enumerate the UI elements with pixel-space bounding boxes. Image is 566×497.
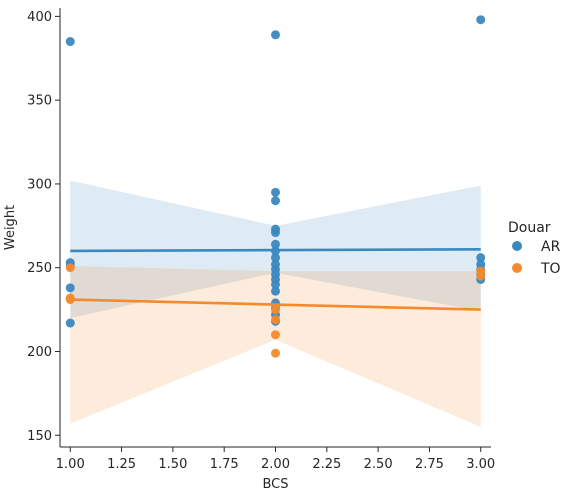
point-ar <box>271 279 280 289</box>
legend-marker-to <box>512 263 522 273</box>
point-ar <box>271 196 280 206</box>
y-tick-label: 250 <box>27 261 52 276</box>
point-ar <box>65 318 75 328</box>
point-ar <box>271 286 280 296</box>
data-points <box>65 15 486 358</box>
x-axis-title: BCS <box>262 477 288 492</box>
point-to <box>65 263 75 273</box>
point-ar <box>271 187 280 197</box>
point-to <box>271 348 280 358</box>
legend-label-ar: AR <box>541 239 561 255</box>
y-axis-ticks: 150 200 250 300 350 400 <box>27 10 60 444</box>
regression-line-ar <box>70 247 481 253</box>
y-tick-label: 400 <box>27 10 52 25</box>
point-ar <box>476 253 486 263</box>
x-tick-label: 2.00 <box>261 457 290 472</box>
regression-lines <box>70 247 481 311</box>
point-ar <box>271 30 280 40</box>
y-axis-title: Weight <box>3 205 18 250</box>
point-to <box>271 305 280 315</box>
x-tick-label: 2.25 <box>312 457 341 472</box>
y-tick-label: 350 <box>27 94 52 109</box>
x-tick-label: 2.75 <box>415 457 444 472</box>
point-ar <box>476 15 486 25</box>
point-ar <box>271 239 280 249</box>
y-tick-label: 300 <box>27 177 52 192</box>
legend-marker-ar <box>512 241 522 251</box>
x-tick-label: 1.25 <box>107 457 136 472</box>
legend-title: Douar <box>508 220 551 236</box>
point-to <box>271 330 280 340</box>
x-tick-label: 2.50 <box>364 457 393 472</box>
regression-line-to <box>70 298 481 311</box>
y-tick-label: 200 <box>27 345 52 360</box>
x-tick-label: 1.75 <box>210 457 239 472</box>
point-ar <box>65 283 75 293</box>
legend: Douar AR TO <box>508 220 561 277</box>
x-tick-label: 1.50 <box>158 457 187 472</box>
x-tick-label: 3.00 <box>466 457 495 472</box>
x-axis-ticks: 1.00 1.25 1.50 1.75 2.00 2.25 2.50 2.75 3.00 <box>56 447 495 472</box>
legend-label-to: TO <box>540 261 561 277</box>
point-to <box>271 315 280 325</box>
x-tick-label: 1.00 <box>56 457 85 472</box>
point-ar <box>271 253 280 263</box>
point-ar <box>65 37 75 47</box>
point-ar <box>271 228 280 238</box>
point-to <box>476 271 486 281</box>
y-tick-label: 150 <box>27 429 52 444</box>
